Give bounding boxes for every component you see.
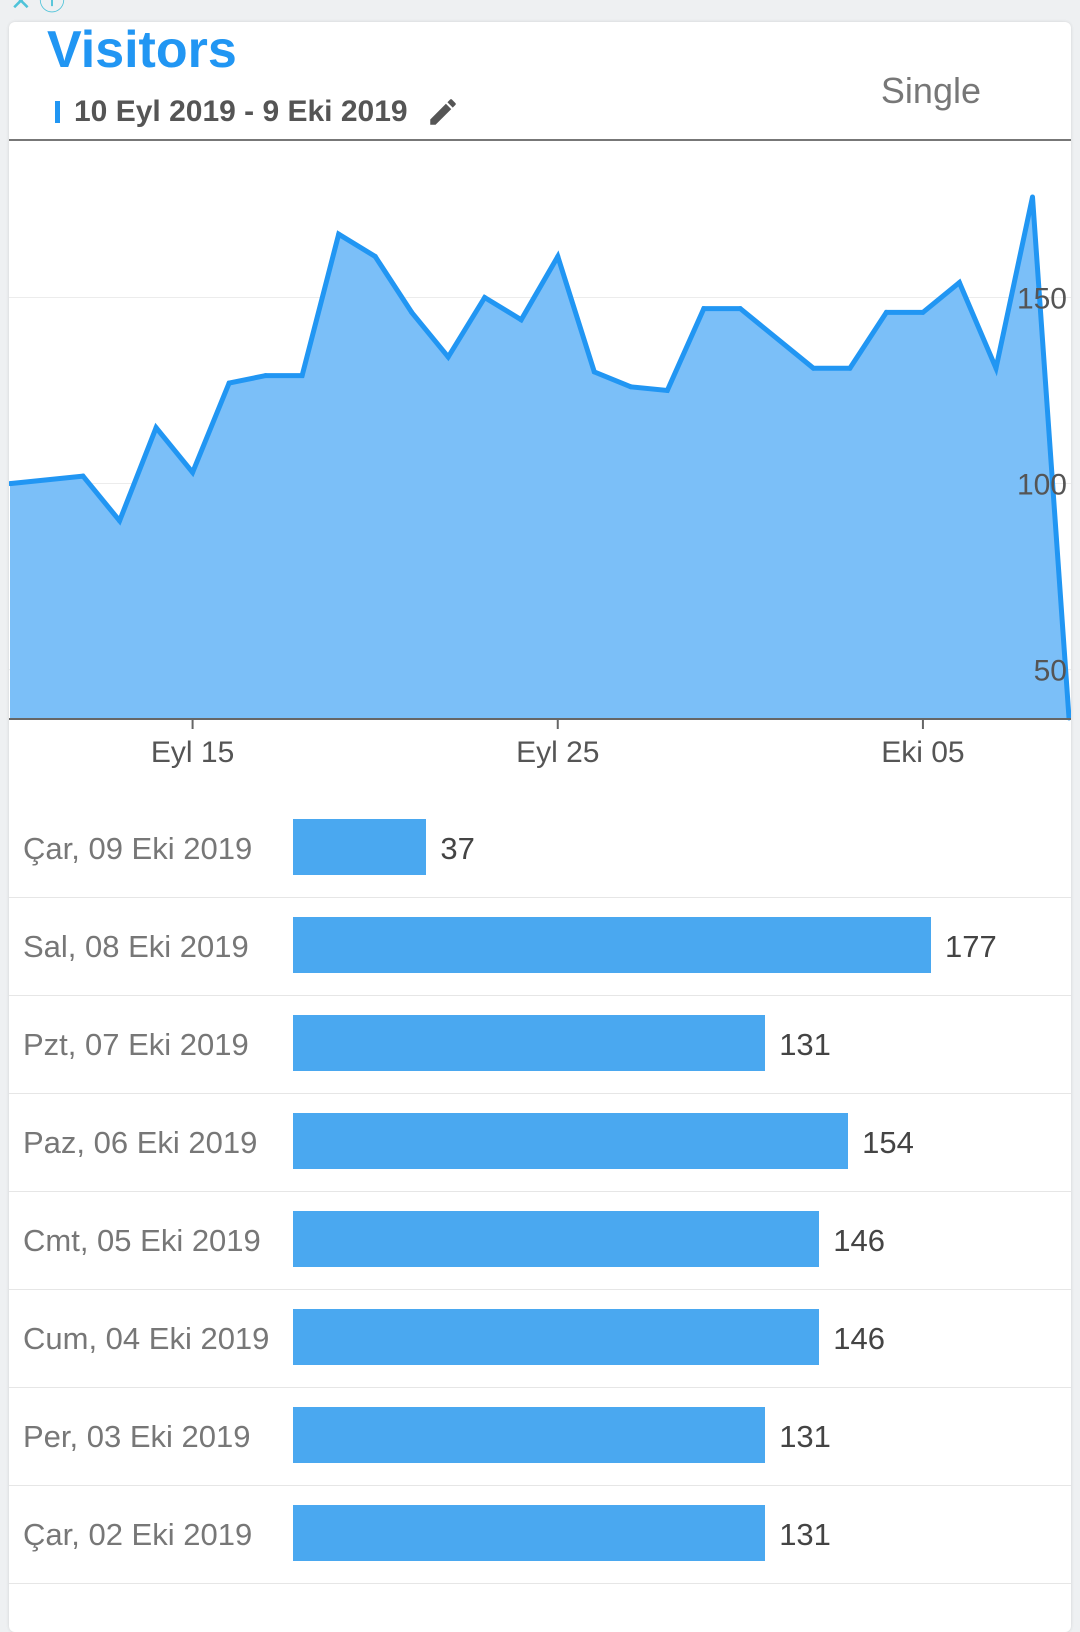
daily-date: Sal, 08 Eki 2019 (23, 929, 249, 964)
daily-date: Çar, 09 Eki 2019 (23, 831, 253, 866)
data-point (336, 231, 342, 237)
data-point (628, 384, 634, 390)
data-point (153, 425, 159, 431)
series-line (9, 196, 1071, 719)
data-point (555, 254, 561, 259)
visitors-area-chart: Eyl 15 Eyl 25 Eki 05 50 100 150 (9, 194, 1071, 769)
data-point (445, 354, 451, 360)
data-point (920, 309, 926, 315)
daily-value: 177 (945, 929, 997, 964)
daily-value: 154 (862, 1125, 914, 1160)
daily-date: Çar, 02 Eki 2019 (23, 1517, 253, 1552)
y-tick-label: 100 (1017, 469, 1067, 502)
x-tick-label: Eyl 25 (516, 736, 599, 769)
daily-bar (293, 1505, 766, 1561)
data-point (117, 518, 123, 524)
mode-toggle[interactable]: Single (880, 70, 981, 111)
daily-visitors-list: Çar, 09 Eki 2019 37 Sal, 08 Eki 2019 177 Pzt… (9, 800, 1071, 1584)
y-tick-label: 150 (1017, 282, 1067, 315)
data-point (956, 280, 962, 286)
daily-row[interactable]: Per, 03 Eki 2019 131 (9, 1388, 1071, 1486)
data-point (226, 380, 232, 386)
daily-date: Per, 03 Eki 2019 (23, 1419, 251, 1454)
data-point (883, 309, 889, 315)
date-range-marker (55, 101, 60, 123)
data-point (1030, 194, 1035, 200)
data-point (701, 306, 707, 312)
date-range-label: 10 Eyl 2019 - 9 Eki 2019 (74, 95, 408, 128)
daily-bar (293, 1015, 766, 1071)
daily-value: 131 (779, 1027, 831, 1062)
daily-value: 146 (833, 1223, 885, 1258)
daily-row[interactable]: Pzt, 07 Eki 2019 131 (9, 996, 1071, 1094)
daily-bar (293, 819, 427, 875)
daily-row[interactable]: Paz, 06 Eki 2019 154 (9, 1094, 1071, 1192)
daily-bar (293, 1211, 820, 1267)
daily-value: 131 (779, 1517, 831, 1552)
daily-value: 146 (833, 1321, 885, 1356)
data-point (372, 254, 378, 259)
daily-bar (293, 1309, 820, 1365)
daily-date: Pzt, 07 Eki 2019 (23, 1027, 249, 1062)
date-range-selector[interactable]: 10 Eyl 2019 - 9 Eki 2019 (55, 92, 460, 132)
y-tick-label: 50 (1034, 655, 1067, 688)
data-point (591, 369, 597, 375)
daily-row[interactable]: Çar, 02 Eki 2019 131 (9, 1486, 1071, 1584)
data-point (80, 473, 86, 479)
status-strip: ✕ ⓘ (0, 0, 1080, 14)
data-point (737, 306, 743, 312)
data-point (263, 373, 269, 379)
daily-row[interactable]: Cum, 04 Eki 2019 146 (9, 1290, 1071, 1388)
data-point (409, 309, 415, 315)
data-point (299, 373, 305, 379)
header-divider (9, 139, 1071, 141)
data-point (810, 365, 816, 371)
data-point (993, 365, 999, 371)
daily-bar (293, 1407, 766, 1463)
daily-date: Paz, 06 Eki 2019 (23, 1125, 258, 1160)
daily-bar (293, 1113, 849, 1169)
data-point (482, 295, 488, 300)
daily-row[interactable]: Çar, 09 Eki 2019 37 (9, 800, 1071, 898)
daily-row[interactable]: Cmt, 05 Eki 2019 146 (9, 1192, 1071, 1290)
data-point (9, 481, 13, 487)
daily-date: Cum, 04 Eki 2019 (23, 1321, 270, 1356)
x-tick-label: Eki 05 (881, 736, 964, 769)
daily-value: 131 (779, 1419, 831, 1454)
card-title: Visitors (47, 22, 237, 79)
series-area (10, 197, 1069, 719)
daily-bar (293, 917, 931, 973)
data-point (664, 388, 670, 393)
daily-value: 37 (440, 831, 475, 866)
data-point (847, 365, 853, 371)
daily-row[interactable]: Sal, 08 Eki 2019 177 (9, 898, 1071, 996)
data-point (190, 469, 196, 475)
pencil-icon[interactable] (426, 95, 460, 129)
x-tick-label: Eyl 15 (151, 736, 234, 769)
daily-date: Cmt, 05 Eki 2019 (23, 1223, 261, 1258)
data-point (518, 317, 524, 323)
status-icons: ✕ ⓘ (10, 0, 66, 16)
visitors-card: Visitors 10 Eyl 2019 - 9 Eki 2019 Single… (9, 22, 1071, 1632)
